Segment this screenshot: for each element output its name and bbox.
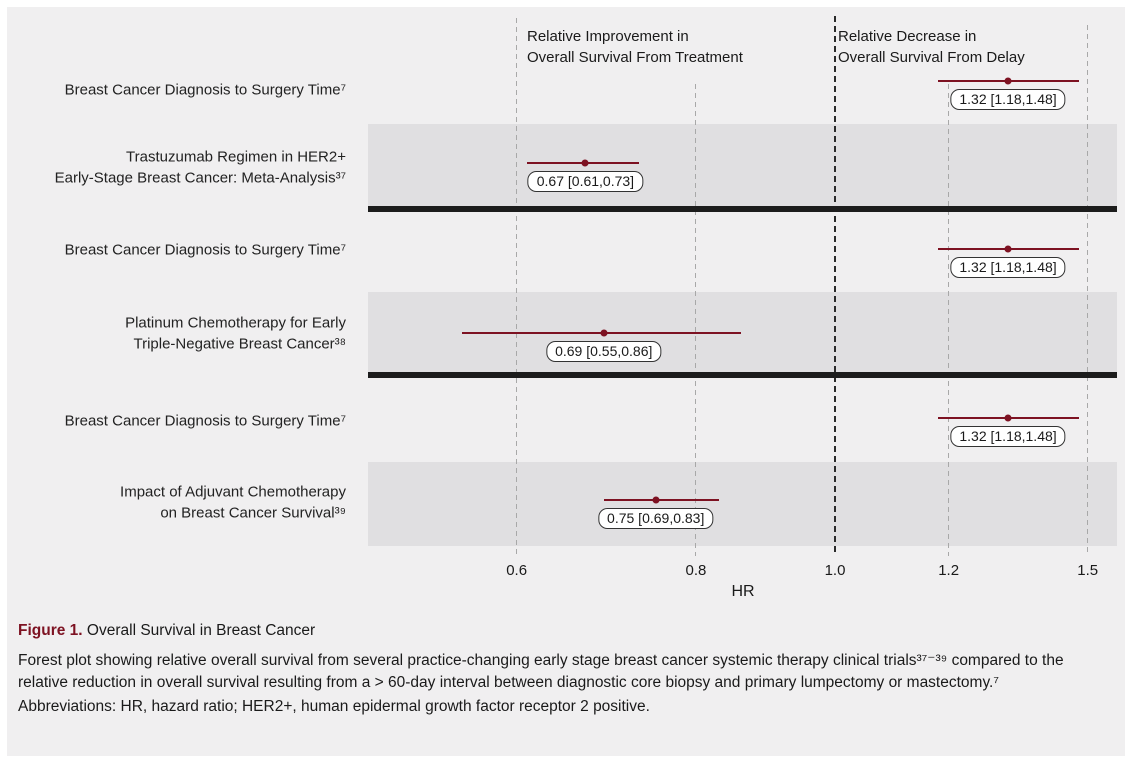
point-estimate-dot bbox=[581, 159, 589, 167]
x-axis-title: HR bbox=[731, 583, 755, 600]
ci-line bbox=[603, 499, 719, 501]
gridline-1.5 bbox=[1087, 25, 1089, 556]
gridline-0.8 bbox=[695, 84, 697, 556]
estimate-label-box: 0.69 [0.55,0.86] bbox=[546, 341, 662, 362]
x-tick-label: 0.8 bbox=[685, 562, 707, 579]
estimate-label-box: 1.32 [1.18,1.48] bbox=[950, 426, 1066, 447]
row-label: Trastuzumab Regimen in HER2+ Early-Stage … bbox=[54, 148, 346, 187]
figure-number-label: Figure 1. bbox=[18, 622, 83, 639]
row-shaded-band bbox=[368, 124, 1117, 206]
figure-caption: Figure 1. Overall Survival in Breast Can… bbox=[18, 620, 1112, 718]
column-header-treatment: Relative Improvement in Overall Survival… bbox=[527, 28, 743, 66]
point-estimate-dot bbox=[652, 496, 660, 504]
gridline-1.2 bbox=[948, 84, 950, 556]
x-tick-label: 0.6 bbox=[506, 562, 528, 579]
estimate-label-box: 1.32 [1.18,1.48] bbox=[950, 89, 1066, 110]
x-tick-label: 1.5 bbox=[1077, 562, 1099, 579]
point-estimate-dot bbox=[1004, 245, 1012, 253]
figure-abbreviations: Abbreviations: HR, hazard ratio; HER2+, … bbox=[18, 698, 650, 715]
figure-title: Figure 1. Overall Survival in Breast Can… bbox=[18, 620, 1112, 642]
point-estimate-dot bbox=[1004, 77, 1012, 85]
row-label: Breast Cancer Diagnosis to Surgery Time⁷ bbox=[64, 241, 346, 259]
estimate-label-box: 1.32 [1.18,1.48] bbox=[950, 257, 1066, 278]
figure-description: Forest plot showing relative overall sur… bbox=[18, 652, 1064, 691]
gridline-0.6 bbox=[516, 18, 518, 556]
estimate-label-box: 0.67 [0.61,0.73] bbox=[527, 171, 644, 192]
figure-title-text: Overall Survival in Breast Cancer bbox=[82, 622, 316, 639]
row-label: Breast Cancer Diagnosis to Surgery Time⁷ bbox=[64, 412, 346, 430]
row-label: Breast Cancer Diagnosis to Surgery Time⁷ bbox=[64, 81, 346, 99]
estimate-label-box: 0.75 [0.69,0.83] bbox=[598, 508, 714, 529]
x-tick-label: 1.0 bbox=[824, 562, 846, 579]
x-tick-label: 1.2 bbox=[938, 562, 960, 579]
point-estimate-dot bbox=[1004, 414, 1012, 422]
row-label: Impact of Adjuvant Chemotherapy on Breast… bbox=[120, 483, 346, 522]
group-divider bbox=[368, 206, 1117, 212]
reference-gridline-1.0 bbox=[834, 16, 836, 556]
point-estimate-dot bbox=[600, 329, 608, 337]
row-label: Platinum Chemotherapy for Early Triple-Ne… bbox=[125, 314, 346, 353]
group-divider bbox=[368, 372, 1117, 378]
column-header-delay: Relative Decrease in Overall Survival Fr… bbox=[838, 28, 1025, 66]
forest-plot-area: Relative Improvement in Overall Survival… bbox=[54, 16, 1117, 600]
row-shaded-band bbox=[368, 292, 1117, 372]
row-shaded-band bbox=[368, 462, 1117, 546]
